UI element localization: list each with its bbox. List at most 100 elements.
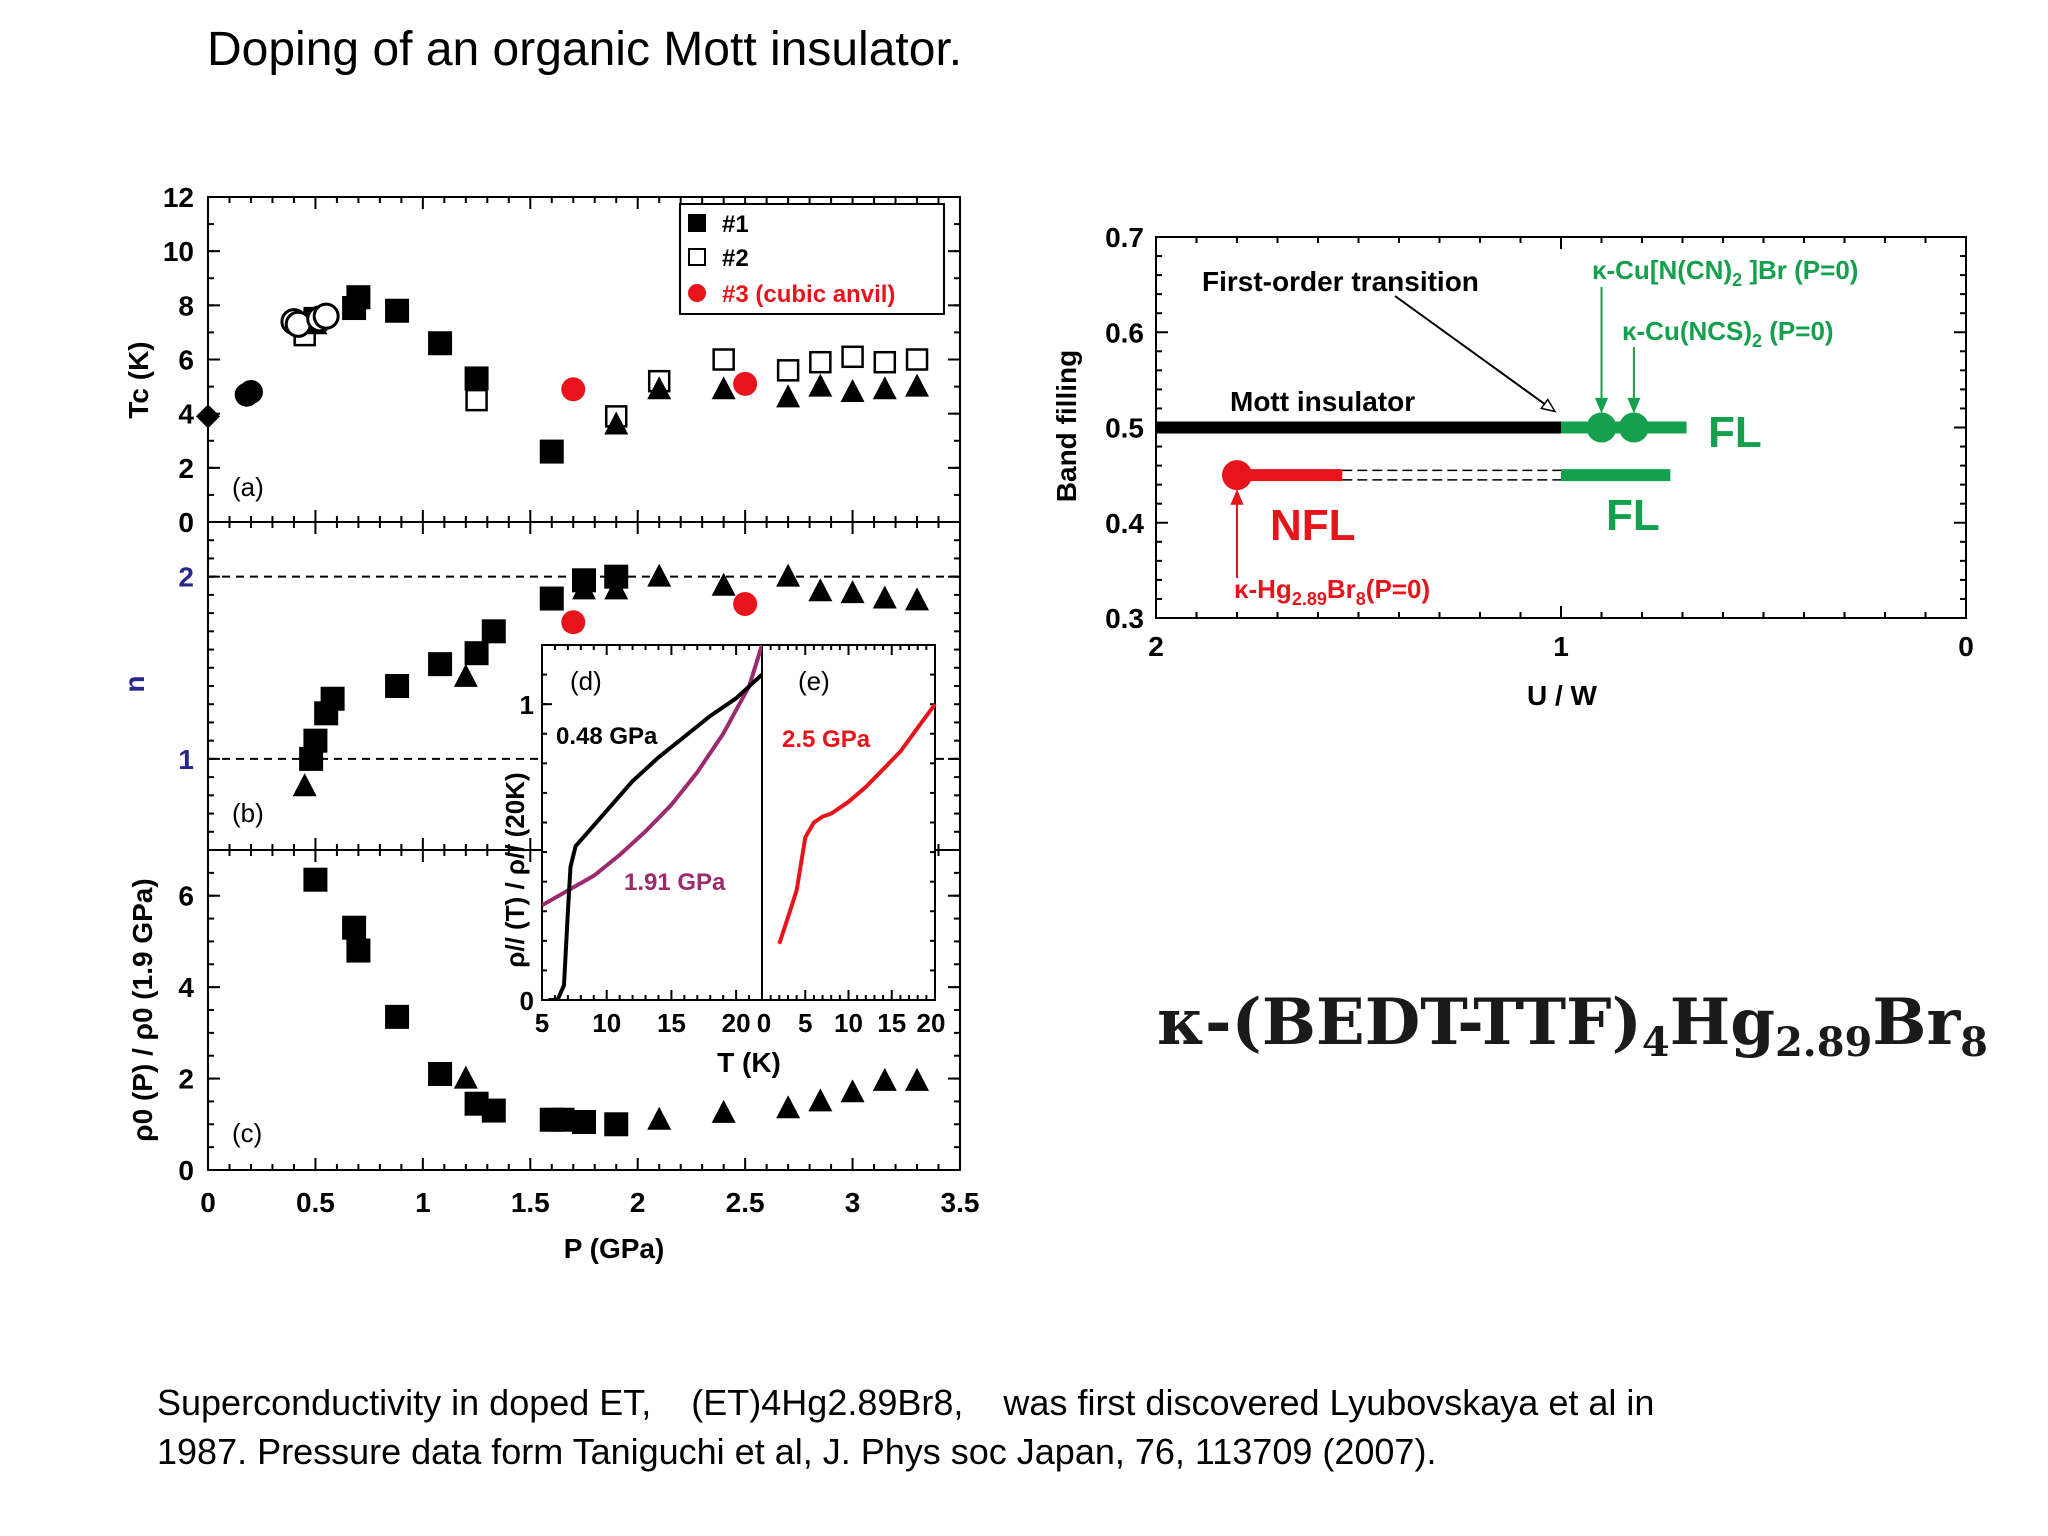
- data-point-filled-triangle: [647, 376, 672, 400]
- panel-c-ylabel: ρ0 (P) / ρ0 (1.9 GPa): [127, 878, 158, 1141]
- data-point-filled-triangle: [647, 1106, 672, 1130]
- x-tick-label: 2: [630, 1187, 646, 1218]
- data-point-filled-triangle: [453, 1065, 478, 1089]
- panel-a-label: (a): [232, 472, 264, 502]
- inset-e-frame: [761, 644, 936, 1001]
- data-point-filled-triangle: [905, 587, 930, 611]
- first-order-label: First-order transition: [1202, 266, 1479, 297]
- inset-e-x-tick-label: 15: [877, 1008, 906, 1038]
- cu-ncs-label: κ-Cu(NCS)2 (P=0): [1622, 316, 1834, 351]
- inset-e-x-tick-label: 20: [917, 1008, 946, 1038]
- data-point-filled-circle: [238, 380, 263, 404]
- data-point-filled-triangle: [905, 373, 930, 397]
- legend-entry-1: #1: [722, 211, 749, 238]
- data-point-filled-square: [428, 652, 453, 677]
- data-point-red-circle: [561, 377, 586, 402]
- data-point-red-circle: [561, 610, 586, 635]
- data-point-filled-square: [604, 1112, 629, 1137]
- legend-marker-filled-square: [688, 214, 706, 232]
- x-tick-label: 3.5: [941, 1187, 980, 1218]
- y-tick-label: 4: [178, 399, 194, 430]
- data-point-filled-triangle: [572, 576, 596, 600]
- legend-marker-red-circle: [688, 284, 706, 302]
- data-point-filled-triangle: [808, 1088, 833, 1112]
- data-point-filled-square: [385, 298, 410, 323]
- y-tick-label: 2: [178, 1064, 194, 1095]
- data-point-filled-square: [428, 331, 453, 356]
- data-point-filled-triangle: [840, 1079, 865, 1103]
- nfl-label: NFL: [1270, 501, 1356, 550]
- pd-y-tick-label: 0.3: [1105, 603, 1144, 634]
- data-point-open-square: [809, 350, 832, 374]
- pd-point-cu-ncs: [1618, 412, 1649, 443]
- panel-a-legend: #1 #2 #3 (cubic anvil): [679, 203, 945, 315]
- data-point-filled-square: [481, 1098, 506, 1123]
- x-tick-label: 2.5: [726, 1187, 765, 1218]
- panel-b-ylabel: n: [119, 675, 150, 692]
- data-point-filled-triangle: [776, 384, 801, 408]
- caption-line-2: 1987. Pressure data form Taniguchi et al…: [157, 1431, 1437, 1472]
- data-point-open-circle: [312, 302, 340, 330]
- pd-x-tick-label: 2: [1148, 631, 1164, 662]
- data-point-filled-triangle: [776, 563, 801, 587]
- data-point-filled-triangle: [604, 576, 629, 600]
- data-point-filled-square: [320, 686, 345, 711]
- legend-entry-3: #3 (cubic anvil): [722, 281, 895, 308]
- pd-y-tick-label: 0.6: [1105, 317, 1144, 348]
- pd-arrow-first-order: [1394, 295, 1556, 413]
- inset-e-x-tick-label: 5: [798, 1008, 812, 1038]
- pd-x-tick-label: 0: [1958, 631, 1974, 662]
- data-point-filled-square: [346, 285, 371, 310]
- slide-caption: Superconductivity in doped ET, (ET)4Hg2.…: [157, 1378, 1654, 1476]
- data-point-filled-triangle: [840, 379, 865, 402]
- panel-d-ylabel: ρ// (T) / ρ// (20K): [500, 772, 530, 967]
- pd-y-tick-label: 0.7: [1105, 222, 1144, 253]
- data-point-filled-diamond: [196, 404, 220, 429]
- data-point-filled-square: [539, 439, 564, 464]
- data-point-filled-square: [303, 728, 328, 753]
- y-tick-label: 6: [178, 345, 194, 376]
- x-tick-label: 1: [415, 1187, 431, 1218]
- data-point-filled-square: [303, 867, 328, 892]
- data-point-filled-triangle: [711, 572, 736, 596]
- y-tick-label: 1: [178, 744, 194, 775]
- data-point-filled-square: [464, 641, 489, 666]
- data-point-filled-triangle: [604, 411, 629, 435]
- inset-y-tick-label: 0: [520, 986, 534, 1016]
- data-point-filled-triangle: [776, 1095, 801, 1119]
- x-tick-label: 3: [845, 1187, 861, 1218]
- inset-e-x-tick-label: 0: [757, 1008, 771, 1038]
- panel-c-xlabel: P (GPa): [564, 1233, 665, 1264]
- caption-line-1: Superconductivity in doped ET, (ET)4Hg2.…: [157, 1382, 1655, 1423]
- hg-br-label: κ-Hg2.89Br8(P=0): [1234, 574, 1430, 609]
- data-point-filled-triangle: [292, 773, 317, 797]
- y-tick-label: 12: [163, 182, 194, 213]
- y-tick-label: 8: [178, 290, 194, 321]
- data-point-filled-triangle: [808, 578, 833, 602]
- inset-e-x-tick-label: 10: [834, 1008, 863, 1038]
- data-point-filled-square: [428, 1062, 453, 1086]
- data-point-filled-square: [346, 938, 371, 963]
- data-point-filled-triangle: [872, 585, 897, 609]
- curve-0-48gpa: [548, 673, 762, 1000]
- series-label-0-48gpa: 0.48 GPa: [556, 723, 658, 750]
- inset-d-x-tick-label: 20: [722, 1008, 751, 1038]
- y-tick-label: 0: [178, 1155, 194, 1186]
- pd-point-cu-ncn-br: [1586, 412, 1617, 443]
- data-point-filled-square: [572, 1110, 596, 1134]
- data-point-filled-square: [464, 366, 489, 391]
- data-point-filled-square: [385, 1004, 410, 1029]
- series-label-2-5gpa: 2.5 GPa: [782, 726, 871, 753]
- data-point-filled-square: [481, 619, 506, 644]
- data-point-red-circle: [733, 592, 758, 616]
- curve-2-5gpa: [777, 703, 937, 945]
- x-tick-label: 1.5: [511, 1187, 550, 1218]
- pd-x-tick-label: 1: [1553, 631, 1569, 662]
- x-tick-label: 0: [200, 1187, 216, 1218]
- data-point-red-circle: [733, 371, 758, 396]
- data-point-filled-triangle: [872, 376, 897, 400]
- panel-b-label: (b): [232, 798, 264, 828]
- slide-title: Doping of an organic Mott insulator.: [207, 23, 963, 76]
- pd-y-tick-label: 0.4: [1105, 508, 1144, 539]
